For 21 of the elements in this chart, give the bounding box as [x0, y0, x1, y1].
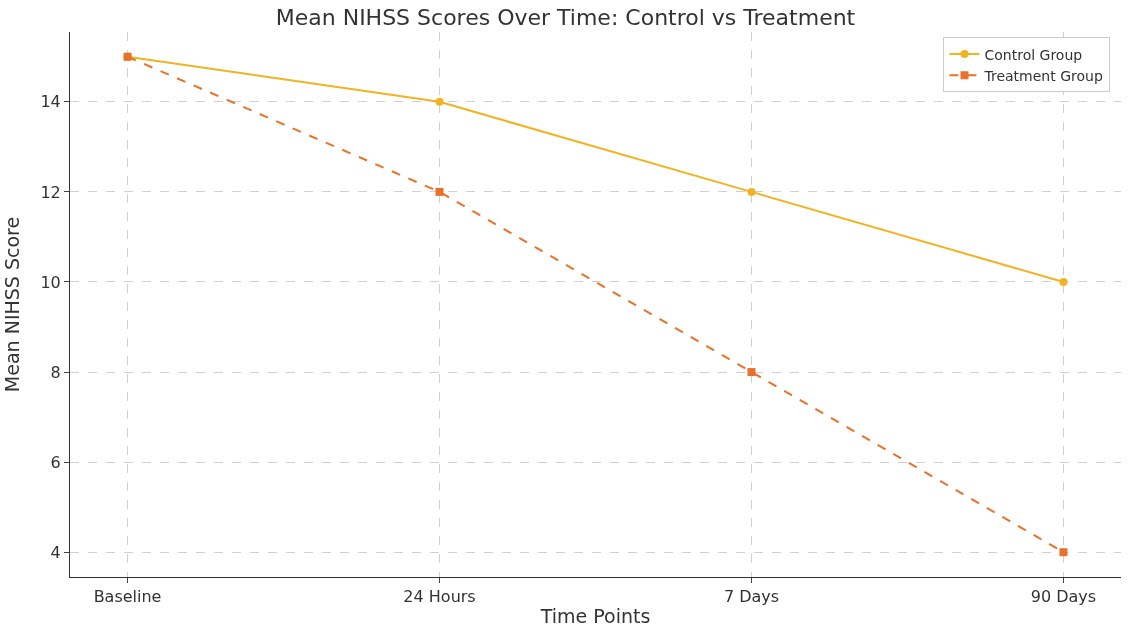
point	[1059, 548, 1068, 557]
y-tick-label: 10	[40, 272, 61, 292]
y-tick-label: 14	[40, 92, 61, 112]
x-tick-label: 90 Days	[1030, 587, 1097, 607]
legend-label: Treatment Group	[983, 67, 1103, 84]
y-axis-title: Mean NIHSS Score	[1, 216, 24, 393]
y-tick-label: 12	[40, 182, 61, 202]
y-tick-label: 4	[50, 542, 61, 562]
point	[747, 368, 756, 377]
x-tick-label: 7 Days	[723, 587, 780, 607]
x-tick-label: 24 Hours	[403, 587, 476, 607]
y-tick-label: 8	[50, 362, 61, 382]
x-axis-title: Time Points	[539, 605, 651, 627]
legend-label: Control Group	[984, 46, 1083, 63]
point	[435, 187, 444, 196]
y-tick-label: 6	[50, 452, 61, 472]
point	[435, 97, 444, 106]
point	[1059, 277, 1068, 286]
point	[747, 187, 756, 196]
chart-title: Mean NIHSS Scores Over Time: Control vs Treatment	[275, 4, 856, 30]
x-tick-label: Baseline	[93, 587, 162, 607]
